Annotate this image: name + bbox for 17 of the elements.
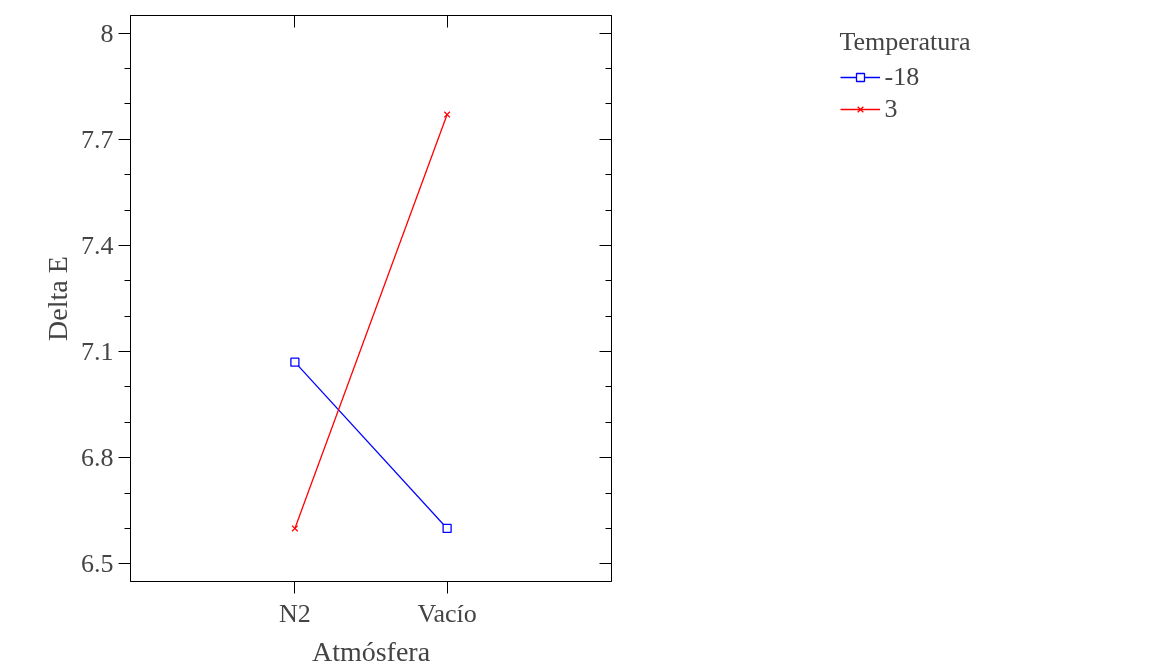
y-tick-label: 6.8 <box>81 443 114 473</box>
y-tick-label: 6.5 <box>81 549 114 579</box>
point <box>443 111 451 119</box>
x-tick-label: N2 <box>279 598 311 628</box>
point <box>290 357 300 367</box>
legend-title: Temperatura <box>839 27 971 57</box>
y-tick-label: 7.4 <box>81 230 114 260</box>
y-axis-title: Delta E <box>42 256 73 341</box>
legend-label: 3 <box>884 94 899 124</box>
y-tick-label: 7.7 <box>81 124 114 154</box>
legend-label: -18 <box>884 62 920 92</box>
point <box>442 523 452 534</box>
x-tick-label: Vacío <box>417 598 477 628</box>
y-tick-label: 8 <box>100 18 114 48</box>
y-tick-label: 7.1 <box>81 337 114 367</box>
point <box>291 524 299 532</box>
x-axis-title: Atmósfera <box>311 635 431 667</box>
